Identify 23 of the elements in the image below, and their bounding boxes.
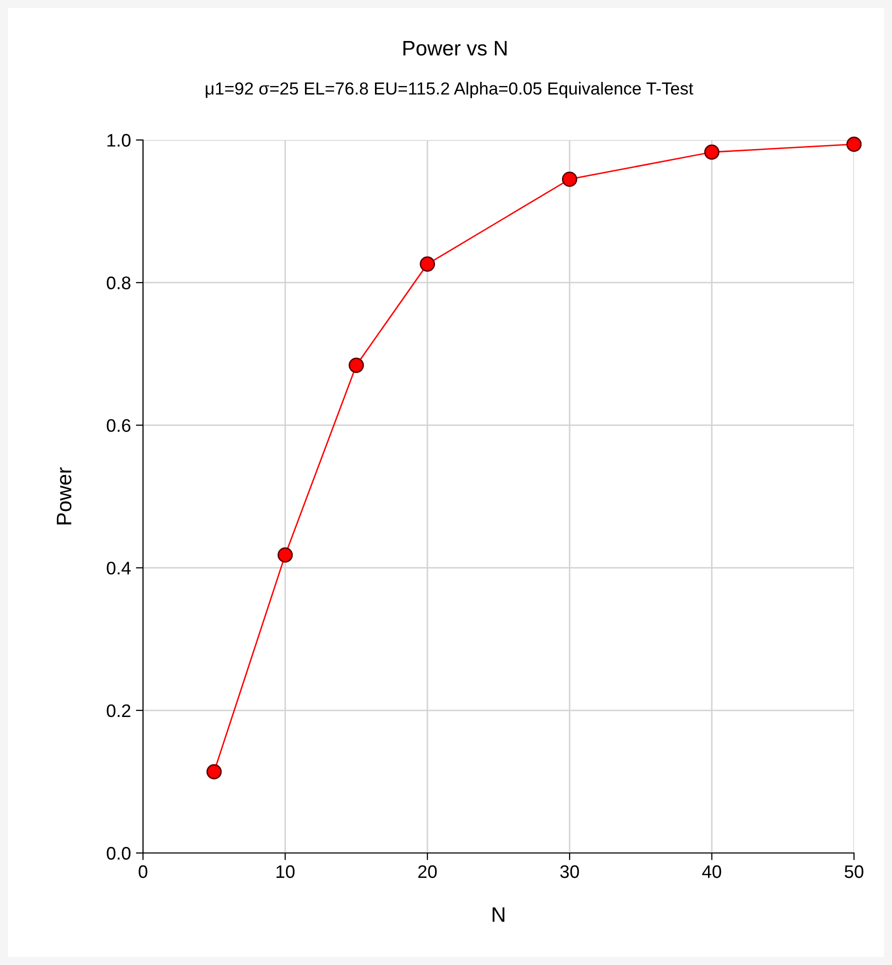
x-axis-title: N: [492, 907, 504, 922]
point: [420, 256, 436, 272]
x-tick-label: 30: [560, 865, 579, 878]
y-tick-label: 0.4: [106, 562, 131, 575]
chart-subtitle: μ1=92 σ=25 EL=76.8 EU=115.2 Alpha=0.05 Equivalence T-Test: [206, 82, 694, 98]
y-tick-label: 0.8: [106, 276, 130, 290]
x-tick-label: 50: [844, 865, 864, 878]
x-tick-label: 40: [702, 865, 722, 878]
chart-title: Power vs N: [403, 41, 507, 56]
point: [562, 172, 578, 187]
y-tick-label: 1.0: [107, 134, 130, 147]
y-tick-label: 0.2: [106, 704, 130, 718]
point: [206, 764, 222, 780]
y-tick-label: 0.6: [106, 419, 130, 432]
point: [846, 136, 862, 152]
point: [348, 358, 364, 373]
y-tick-label: 0.0: [106, 846, 130, 860]
point: [278, 547, 293, 563]
x-tick-label: 20: [418, 865, 437, 878]
point: [704, 144, 720, 160]
x-tick-label: 10: [276, 865, 295, 878]
y-axis-title: Power: [56, 467, 72, 524]
x-tick-label: 0: [138, 865, 148, 878]
